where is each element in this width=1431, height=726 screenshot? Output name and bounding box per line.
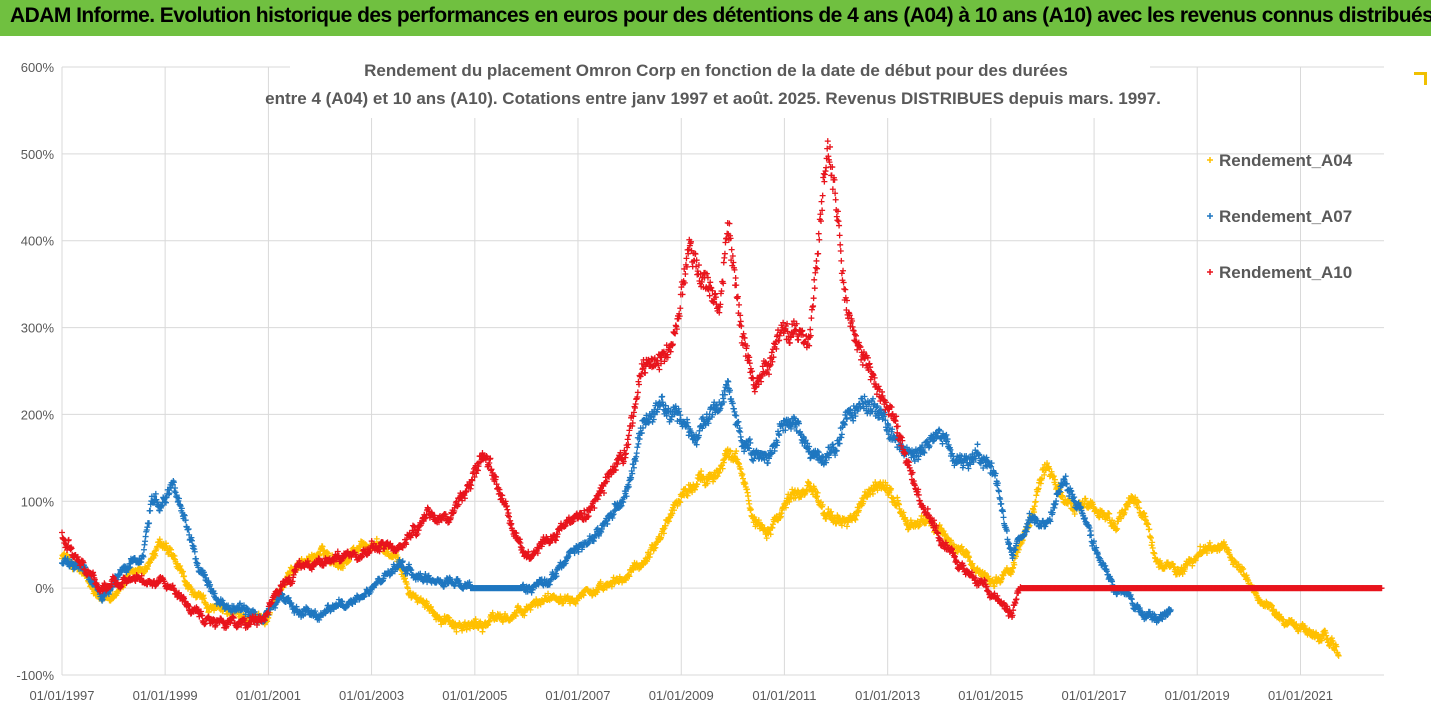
- y-tick-label: -100%: [16, 668, 54, 683]
- x-tick-label: 01/01/2021: [1268, 688, 1333, 703]
- data-point: [59, 530, 65, 536]
- grid-layer: [62, 67, 1384, 675]
- chart-area: -100% 0% 100% 200% 300% 400% 500% 600% 01/01/199…: [0, 36, 1431, 721]
- y-tick-label: 200%: [21, 407, 55, 422]
- data-point: [1033, 499, 1039, 505]
- x-tick-label: 01/01/2011: [752, 688, 816, 703]
- report-title: ADAM Informe. Evolution historique des p…: [10, 4, 1431, 28]
- x-tick-label: 01/01/2017: [1062, 688, 1127, 703]
- data-point: [776, 432, 782, 438]
- points-layer: [59, 138, 1385, 659]
- data-point: [1001, 514, 1007, 520]
- data-point: [634, 444, 640, 450]
- y-tick-label: 300%: [21, 321, 55, 336]
- data-point: [634, 450, 640, 456]
- x-tick-label: 01/01/2001: [236, 688, 301, 703]
- data-point: [66, 537, 72, 543]
- x-tick-label: 01/01/2013: [855, 688, 920, 703]
- data-point: [635, 441, 641, 447]
- data-point: [996, 488, 1002, 494]
- y-tick-label: 100%: [21, 494, 55, 509]
- x-tick-label: 01/01/2015: [958, 688, 1023, 703]
- y-tick-label: 600%: [21, 60, 55, 75]
- data-point: [765, 460, 771, 466]
- x-tick-label: 01/01/1999: [133, 688, 198, 703]
- x-tick-label: 01/01/2019: [1165, 688, 1230, 703]
- series-Rendement_A10: [59, 138, 1385, 631]
- data-point: [1000, 508, 1006, 514]
- x-tick-label: 01/01/1997: [29, 688, 94, 703]
- y-tick-label: 0%: [35, 581, 54, 596]
- performance-chart: -100% 0% 100% 200% 300% 400% 500% 600% 01/01/199…: [0, 36, 1431, 721]
- data-point: [748, 506, 754, 512]
- data-point: [975, 441, 981, 447]
- report-banner: ADAM Informe. Evolution historique des p…: [0, 0, 1431, 36]
- y-tick-label: 400%: [21, 234, 55, 249]
- data-point: [147, 508, 153, 514]
- x-tick-label: 01/01/2009: [649, 688, 714, 703]
- y-tick-label: 500%: [21, 147, 55, 162]
- data-point: [1033, 492, 1039, 498]
- x-tick-label: 01/01/2003: [339, 688, 404, 703]
- data-point: [1088, 532, 1094, 538]
- x-tick-label: 01/01/2007: [545, 688, 610, 703]
- data-point: [659, 394, 665, 400]
- x-tick-label: 01/01/2005: [442, 688, 507, 703]
